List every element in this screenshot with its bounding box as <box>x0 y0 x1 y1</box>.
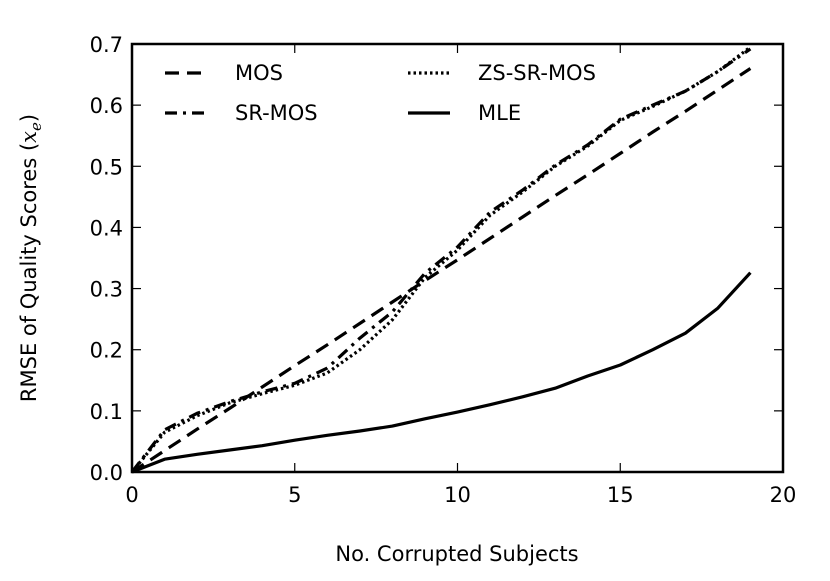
legend-label-mos: MOS <box>235 61 283 85</box>
axis-ticks: 0 5 10 15 20 0.0 0.1 0.2 0.3 0.4 0.5 0.6 0.7 <box>90 33 797 507</box>
y-axis-label-close: ) <box>17 114 41 122</box>
y-tick-label: 0.4 <box>90 216 123 240</box>
y-axis-label-math: x <box>17 131 41 143</box>
y-tick-label: 0.1 <box>90 400 123 424</box>
y-tick-label: 0.6 <box>90 94 123 118</box>
legend-label-sr-mos: SR-MOS <box>235 101 318 125</box>
x-tick-label: 10 <box>444 483 471 507</box>
y-tick-label: 0.0 <box>90 461 123 485</box>
x-tick-label: 20 <box>770 483 797 507</box>
legend-label-mle: MLE <box>478 101 521 125</box>
y-axis-label-subscript: e <box>27 122 45 131</box>
y-tick-label: 0.5 <box>90 155 123 179</box>
y-tick-label: 0.3 <box>90 278 123 302</box>
series-sr-mos-line <box>130 47 752 473</box>
series-mle-line <box>131 271 752 474</box>
x-axis-label: No. Corrupted Subjects <box>335 542 578 566</box>
x-tick-label: 0 <box>125 483 138 507</box>
legend: MOS SR-MOS ZS-SR-MOS MLE <box>165 61 596 125</box>
y-axis-label-text: RMSE of Quality Scores ( <box>17 143 41 402</box>
series-layer <box>130 45 752 474</box>
legend-label-zs-sr-mos: ZS-SR-MOS <box>478 61 596 85</box>
y-tick-label: 0.7 <box>90 33 123 57</box>
x-tick-label: 15 <box>607 483 634 507</box>
y-axis-label: RMSE of Quality Scores (xe) <box>17 114 45 402</box>
series-zs-sr-mos-line <box>130 45 752 474</box>
series-mos-line <box>131 67 752 474</box>
y-tick-label: 0.2 <box>90 339 123 363</box>
x-tick-label: 5 <box>288 483 301 507</box>
